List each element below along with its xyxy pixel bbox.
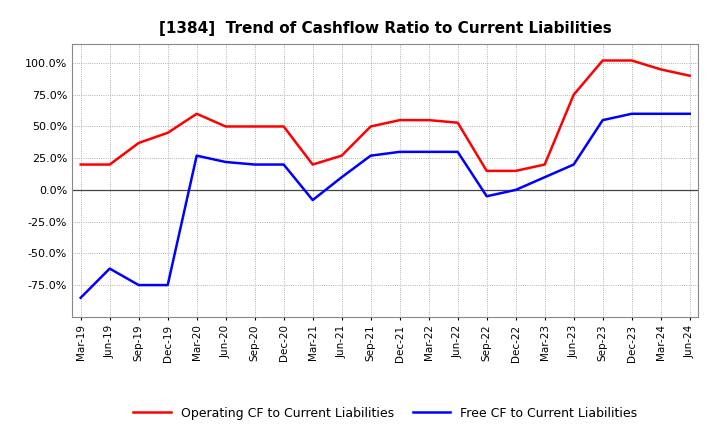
Free CF to Current Liabilities <box>163 282 172 288</box>
Free CF to Current Liabilities <box>598 117 607 123</box>
Operating CF to Current Liabilities <box>482 168 491 173</box>
Free CF to Current Liabilities <box>424 149 433 154</box>
Operating CF to Current Liabilities <box>163 130 172 136</box>
Operating CF to Current Liabilities <box>511 168 520 173</box>
Free CF to Current Liabilities <box>570 162 578 167</box>
Free CF to Current Liabilities <box>685 111 694 117</box>
Free CF to Current Liabilities <box>251 162 259 167</box>
Line: Free CF to Current Liabilities: Free CF to Current Liabilities <box>81 114 690 298</box>
Free CF to Current Liabilities <box>279 162 288 167</box>
Title: [1384]  Trend of Cashflow Ratio to Current Liabilities: [1384] Trend of Cashflow Ratio to Curren… <box>159 21 611 36</box>
Free CF to Current Liabilities <box>308 198 317 203</box>
Operating CF to Current Liabilities <box>570 92 578 97</box>
Free CF to Current Liabilities <box>395 149 404 154</box>
Operating CF to Current Liabilities <box>657 67 665 72</box>
Free CF to Current Liabilities <box>192 153 201 158</box>
Operating CF to Current Liabilities <box>395 117 404 123</box>
Operating CF to Current Liabilities <box>627 58 636 63</box>
Free CF to Current Liabilities <box>627 111 636 117</box>
Operating CF to Current Liabilities <box>221 124 230 129</box>
Operating CF to Current Liabilities <box>251 124 259 129</box>
Free CF to Current Liabilities <box>454 149 462 154</box>
Operating CF to Current Liabilities <box>685 73 694 78</box>
Operating CF to Current Liabilities <box>338 153 346 158</box>
Free CF to Current Liabilities <box>366 153 375 158</box>
Free CF to Current Liabilities <box>221 159 230 165</box>
Free CF to Current Liabilities <box>541 175 549 180</box>
Operating CF to Current Liabilities <box>454 120 462 125</box>
Free CF to Current Liabilities <box>135 282 143 288</box>
Free CF to Current Liabilities <box>338 175 346 180</box>
Line: Operating CF to Current Liabilities: Operating CF to Current Liabilities <box>81 60 690 171</box>
Operating CF to Current Liabilities <box>279 124 288 129</box>
Operating CF to Current Liabilities <box>541 162 549 167</box>
Free CF to Current Liabilities <box>511 187 520 193</box>
Free CF to Current Liabilities <box>76 295 85 301</box>
Free CF to Current Liabilities <box>657 111 665 117</box>
Legend: Operating CF to Current Liabilities, Free CF to Current Liabilities: Operating CF to Current Liabilities, Fre… <box>128 402 642 425</box>
Operating CF to Current Liabilities <box>424 117 433 123</box>
Operating CF to Current Liabilities <box>598 58 607 63</box>
Operating CF to Current Liabilities <box>308 162 317 167</box>
Operating CF to Current Liabilities <box>135 140 143 146</box>
Operating CF to Current Liabilities <box>366 124 375 129</box>
Free CF to Current Liabilities <box>482 194 491 199</box>
Free CF to Current Liabilities <box>105 266 114 271</box>
Operating CF to Current Liabilities <box>105 162 114 167</box>
Operating CF to Current Liabilities <box>192 111 201 117</box>
Operating CF to Current Liabilities <box>76 162 85 167</box>
